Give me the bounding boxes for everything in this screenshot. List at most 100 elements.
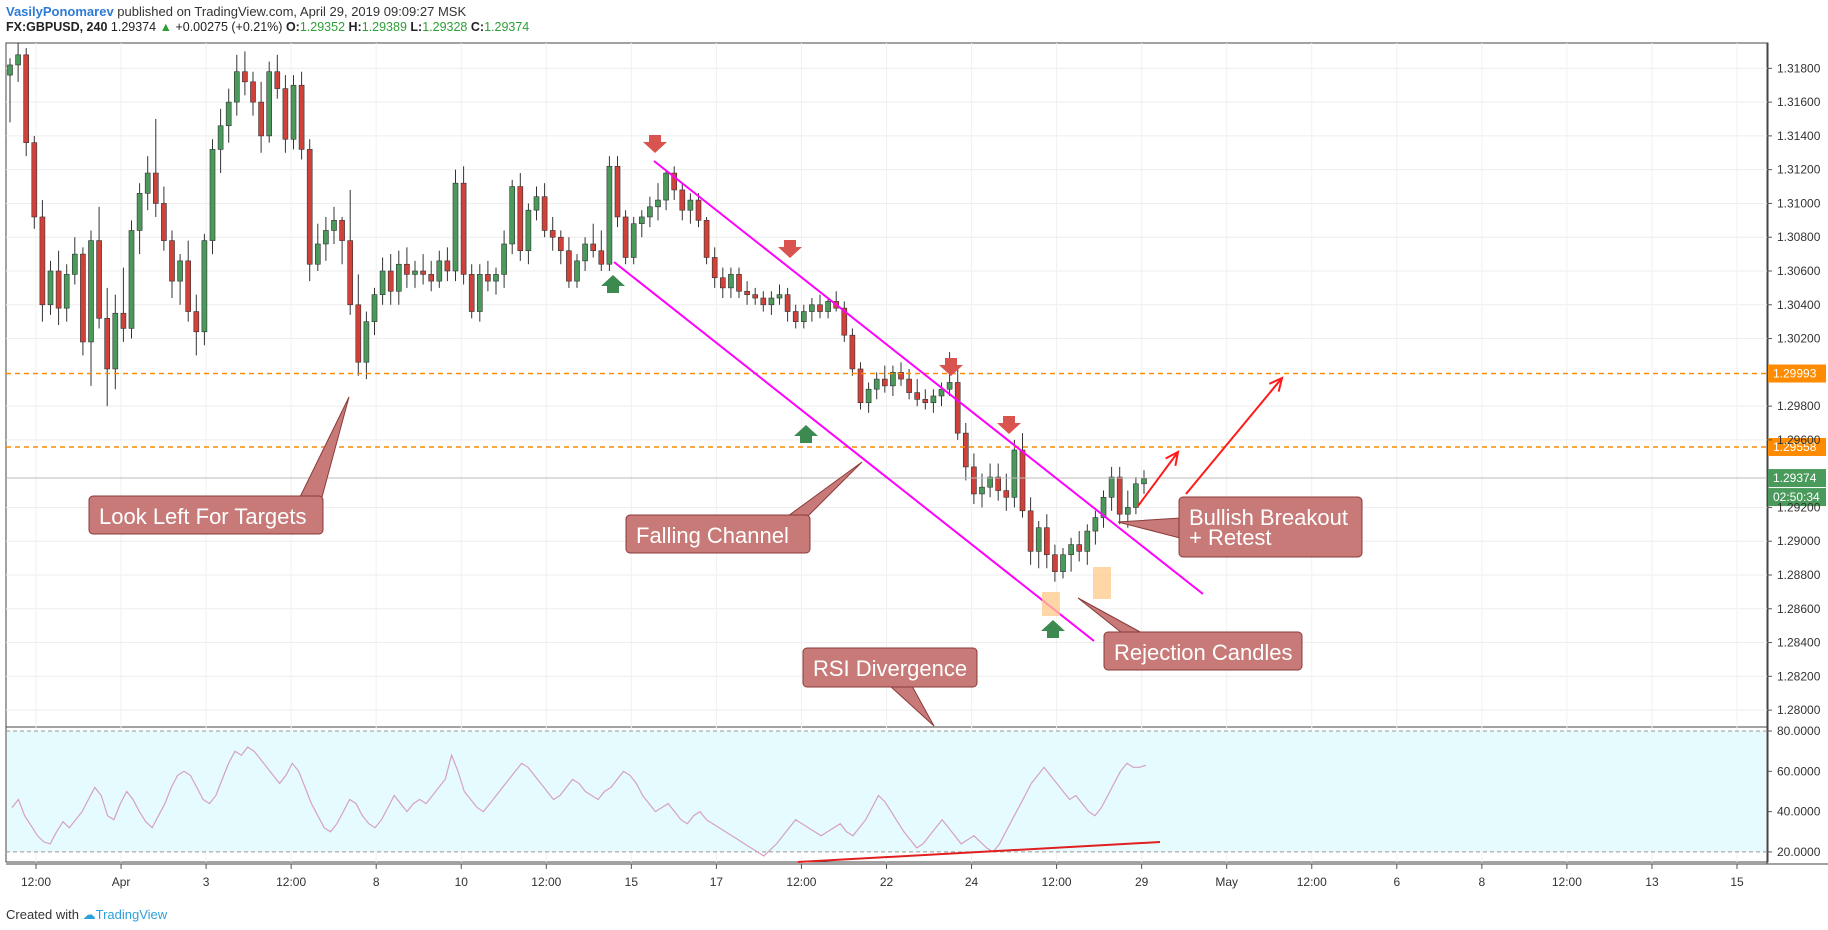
annotation-look-left-box	[88, 495, 324, 535]
time-tick-label: 24	[965, 875, 979, 889]
candle-body	[865, 388, 872, 404]
candle-body	[987, 476, 993, 488]
time-tick-label: 17	[710, 875, 724, 889]
candle-body	[655, 199, 661, 208]
time-tick-label: 6	[1393, 875, 1400, 889]
candle-body	[719, 277, 726, 289]
channel-lower-line	[613, 261, 1095, 642]
time-tick-label: 22	[880, 875, 894, 889]
candle-body	[177, 260, 183, 282]
candle-body	[258, 101, 264, 137]
candle-body	[1052, 554, 1058, 572]
candle-body	[663, 172, 669, 201]
candle-body	[161, 203, 167, 241]
candle-body	[104, 317, 111, 370]
time-tick-label: 15	[625, 875, 639, 889]
candle-body	[331, 220, 337, 231]
candle-body	[47, 270, 54, 306]
channel-upper-line	[653, 160, 1204, 595]
candles	[7, 43, 1147, 582]
author-link[interactable]: VasilyPonomarev	[6, 4, 114, 19]
candle-body	[1076, 544, 1083, 552]
candle-body	[898, 372, 904, 380]
annotation-rsi-divergence-box	[802, 647, 978, 688]
candle-body	[752, 294, 759, 299]
candle-body	[444, 260, 451, 272]
time-tick-label: 13	[1645, 875, 1659, 889]
candle-body	[1108, 476, 1115, 498]
annotation-rejection-candles-label: Rejection Candles	[1114, 640, 1293, 665]
candle-body	[185, 260, 192, 312]
candle-body	[1124, 507, 1131, 515]
candle-body	[201, 240, 208, 333]
chart-header-publish: VasilyPonomarev published on TradingView…	[6, 4, 466, 19]
published-text: published on TradingView.com, April 29, …	[117, 4, 467, 19]
candle-body	[638, 216, 645, 225]
time-tick-label: 12:00	[531, 875, 561, 889]
candle-body	[468, 274, 475, 312]
buy-signal-arrow-icon	[601, 275, 625, 293]
candle-body	[282, 88, 289, 140]
last-price-label: 1.29374	[1773, 471, 1817, 485]
candle-body	[379, 270, 386, 295]
up-arrow-icon: ▲	[159, 20, 172, 34]
candle-body	[120, 312, 127, 329]
chart-canvas[interactable]: 1.29993 1.29558 1.29374 02:50:34 Look Left F…	[0, 0, 1828, 900]
candle-body	[930, 395, 937, 404]
candle-body	[23, 54, 30, 143]
price-axis[interactable]: 1.31800 1.31600 1.31400 1.31200 1.31000 1.308…	[1767, 61, 1821, 859]
candle-body	[7, 64, 13, 76]
time-tick-label: 15	[1730, 875, 1744, 889]
candle-body	[971, 466, 977, 495]
countdown-label: 02:50:34	[1773, 490, 1820, 504]
footer-credit: Created with ☁TradingView	[6, 907, 167, 923]
candle-body	[1100, 497, 1107, 518]
created-with-text: Created with	[6, 907, 79, 922]
price-tick-label: 1.30400	[1777, 298, 1821, 312]
candle-body	[339, 220, 345, 241]
candle-body	[1011, 449, 1018, 498]
candle-body	[817, 304, 823, 312]
candle-body	[711, 257, 718, 279]
candle-body	[517, 186, 524, 252]
rsi-divergence-line	[797, 841, 1161, 863]
candle-body	[217, 125, 224, 150]
candle-body	[476, 274, 483, 312]
candle-body	[71, 253, 78, 275]
time-tick-label: 8	[373, 875, 380, 889]
candle-body	[169, 240, 175, 282]
candle-body	[1035, 527, 1042, 552]
candle-body	[582, 243, 588, 262]
candle-body	[671, 172, 678, 191]
candle-body	[1027, 510, 1034, 552]
candle-body	[574, 260, 580, 282]
candle-body	[1116, 476, 1123, 515]
candle-body	[533, 196, 540, 211]
time-tick-label: 12:00	[1297, 875, 1327, 889]
annotation-bullish-breakout-box	[1178, 496, 1363, 558]
time-axis[interactable]: 12:00 Apr 3 12:00 8 10 12:00 15 17 12:00 22 24 12:00…	[21, 864, 1744, 889]
price-tick-label: 1.29000	[1777, 534, 1821, 548]
candle-body	[590, 243, 597, 252]
candle-body	[954, 382, 961, 434]
candle-body	[39, 216, 46, 306]
tradingview-brand-link[interactable]: TradingView	[95, 907, 168, 922]
candle-body	[290, 84, 297, 140]
sell-signal-arrow-icon	[939, 358, 963, 376]
candle-body	[128, 230, 135, 329]
candle-body	[404, 263, 410, 275]
candle-body	[347, 240, 354, 306]
time-tick-label: 8	[1479, 875, 1486, 889]
candle-body	[606, 165, 613, 265]
candle-body	[323, 230, 329, 245]
low-label: L:	[410, 20, 423, 34]
projection-arrow-short	[1137, 451, 1179, 507]
price-tick-label: 1.31200	[1777, 163, 1821, 177]
candle-body	[566, 250, 572, 282]
candle-body	[728, 274, 734, 289]
candle-body	[768, 297, 775, 306]
buy-signal-arrow-icon	[1041, 620, 1065, 638]
candle-body	[962, 432, 969, 468]
rejection-candle-highlight	[1042, 592, 1060, 616]
annotation-look-left-label: Look Left For Targets	[99, 504, 307, 529]
